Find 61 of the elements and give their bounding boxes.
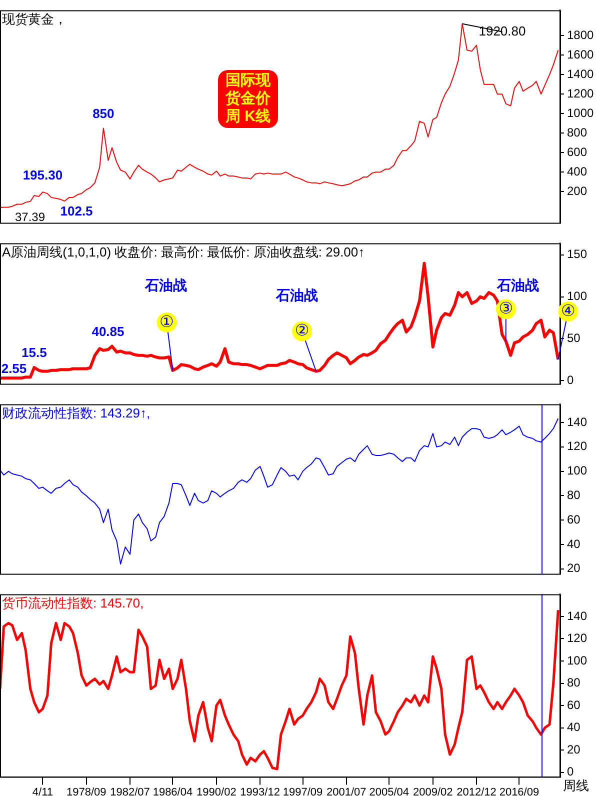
annotation: 石油战 [276, 287, 318, 303]
x-tick-label: 1993/12 [240, 786, 280, 798]
annotation: 15.5 [22, 345, 47, 360]
y-tick-label: 40 [567, 720, 581, 734]
y-tick-label: 1200 [567, 86, 594, 100]
y-tick-label: 1600 [567, 47, 594, 62]
chart-title: A原油周线(1,0,1,0) 收盘价: 最高价: 最低价: 原油收盘线: 29.00↑ [2, 244, 365, 260]
x-axis-title: 周线 [563, 778, 589, 793]
annotation: 国际现货金价周 K线 [218, 70, 278, 128]
x-tick-label: 1997/09 [282, 786, 323, 798]
annotation: ④ [560, 302, 576, 320]
y-tick-label: 140 [567, 414, 588, 429]
y-tick-label: 20 [567, 742, 581, 756]
x-tick-label: 4/11 [32, 786, 53, 798]
y-tick-label: 60 [567, 698, 581, 712]
y-tick-label: 80 [567, 488, 581, 502]
y-tick-label: 100 [567, 464, 588, 478]
y-tick-label: 140 [567, 608, 588, 623]
chart-title: 货币流动性指数: 145.70, [2, 595, 144, 610]
y-tick-label: 150 [567, 247, 588, 262]
y-tick-label: 20 [567, 561, 581, 576]
x-tick-label: 2005/04 [369, 786, 410, 798]
x-tick-label: 1982/07 [110, 786, 150, 798]
y-tick-label: 100 [567, 289, 588, 304]
x-tick-label: 1978/09 [66, 786, 106, 798]
y-tick-label: 200 [567, 184, 588, 198]
y-tick-label: 100 [567, 653, 588, 668]
x-tick-label: 2001/07 [326, 786, 366, 798]
chart-title: 财政流动性指数: 143.29↑, [2, 405, 150, 420]
annotation: 195.30 [22, 168, 63, 183]
annotation: ① [160, 314, 174, 331]
annotation: 石油战 [497, 277, 539, 293]
y-tick-label: 1400 [567, 66, 594, 81]
y-tick-label: 60 [567, 512, 581, 526]
y-tick-label: 400 [567, 164, 588, 178]
y-tick-label: 1000 [567, 106, 594, 120]
annotation: 2.55 [1, 360, 27, 376]
chart-title: 现货黄金， [2, 11, 67, 26]
x-tick-label: 2012/12 [456, 786, 496, 798]
y-tick-label: 40 [567, 536, 581, 551]
y-tick-label: 600 [567, 144, 588, 159]
annotation: 102.5 [60, 204, 93, 219]
y-tick-label: 800 [567, 125, 588, 140]
x-tick-label: 2009/02 [412, 786, 453, 798]
y-tick-label: 120 [567, 439, 588, 454]
annotation: 1920.80 [478, 23, 526, 38]
y-tick-label: 50 [567, 330, 581, 345]
annotation: ② [294, 322, 310, 340]
annotation: ③ [498, 300, 514, 318]
x-tick-label: 1990/02 [196, 786, 236, 798]
x-tick-label: 2016/09 [499, 786, 540, 798]
annotation: 37.39 [14, 210, 46, 224]
y-tick-label: 120 [567, 631, 588, 646]
annotation: 石油战 [145, 277, 187, 293]
x-tick-label: 1986/04 [152, 786, 193, 798]
y-tick-label: 0 [567, 372, 574, 387]
annotation: 40.85 [92, 324, 124, 339]
y-tick-label: 80 [567, 676, 581, 690]
annotation: 850 [92, 106, 114, 121]
y-tick-label: 0 [567, 764, 574, 779]
y-tick-label: 1800 [567, 28, 594, 42]
